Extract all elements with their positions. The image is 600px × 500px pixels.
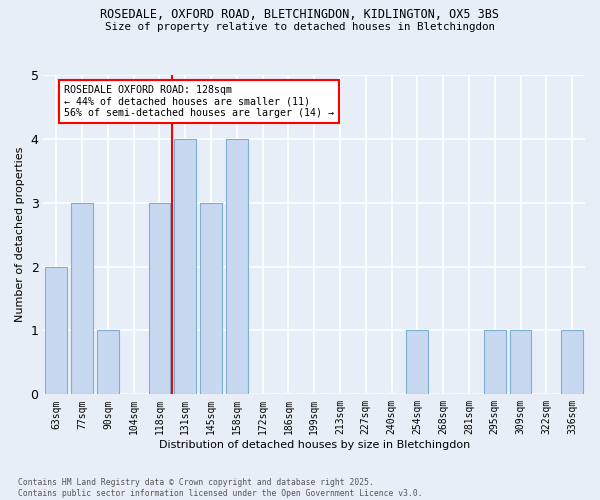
Bar bbox=[484, 330, 506, 394]
Bar bbox=[71, 202, 93, 394]
Bar bbox=[46, 266, 67, 394]
Bar bbox=[200, 202, 222, 394]
Bar bbox=[226, 139, 248, 394]
X-axis label: Distribution of detached houses by size in Bletchingdon: Distribution of detached houses by size … bbox=[158, 440, 470, 450]
Bar bbox=[174, 139, 196, 394]
Bar bbox=[149, 202, 170, 394]
Text: Size of property relative to detached houses in Bletchingdon: Size of property relative to detached ho… bbox=[105, 22, 495, 32]
Bar bbox=[97, 330, 119, 394]
Y-axis label: Number of detached properties: Number of detached properties bbox=[15, 147, 25, 322]
Bar bbox=[561, 330, 583, 394]
Text: Contains HM Land Registry data © Crown copyright and database right 2025.
Contai: Contains HM Land Registry data © Crown c… bbox=[18, 478, 422, 498]
Text: ROSEDALE OXFORD ROAD: 128sqm
← 44% of detached houses are smaller (11)
56% of se: ROSEDALE OXFORD ROAD: 128sqm ← 44% of de… bbox=[64, 84, 334, 118]
Text: ROSEDALE, OXFORD ROAD, BLETCHINGDON, KIDLINGTON, OX5 3BS: ROSEDALE, OXFORD ROAD, BLETCHINGDON, KID… bbox=[101, 8, 499, 20]
Bar bbox=[406, 330, 428, 394]
Bar bbox=[509, 330, 532, 394]
